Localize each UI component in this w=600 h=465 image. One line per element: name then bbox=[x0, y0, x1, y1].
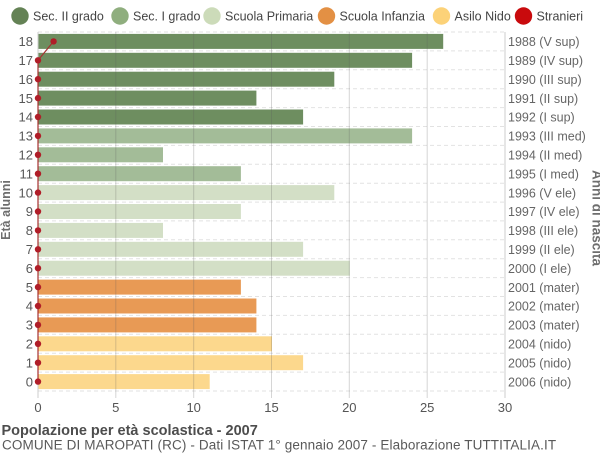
svg-text:4: 4 bbox=[26, 299, 33, 314]
svg-text:30: 30 bbox=[498, 400, 512, 415]
svg-text:1995 (I med): 1995 (I med) bbox=[508, 167, 579, 181]
svg-text:17: 17 bbox=[19, 53, 33, 68]
svg-text:8: 8 bbox=[26, 223, 33, 238]
svg-text:0: 0 bbox=[34, 400, 41, 415]
svg-text:2003 (mater): 2003 (mater) bbox=[508, 319, 580, 333]
svg-text:1994 (II med): 1994 (II med) bbox=[508, 149, 582, 163]
svg-text:25: 25 bbox=[420, 400, 434, 415]
svg-text:6: 6 bbox=[26, 261, 33, 276]
svg-text:Asilo Nido: Asilo Nido bbox=[455, 10, 511, 24]
svg-text:Sec. II grado: Sec. II grado bbox=[33, 10, 104, 24]
svg-text:10: 10 bbox=[19, 185, 33, 200]
svg-text:15: 15 bbox=[264, 400, 278, 415]
svg-text:2001 (mater): 2001 (mater) bbox=[508, 281, 580, 295]
svg-text:10: 10 bbox=[186, 400, 200, 415]
svg-text:2000 (I ele): 2000 (I ele) bbox=[508, 262, 571, 276]
svg-text:11: 11 bbox=[20, 166, 34, 181]
svg-text:Anni di nascita: Anni di nascita bbox=[590, 170, 600, 267]
svg-text:Scuola Infanzia: Scuola Infanzia bbox=[340, 10, 426, 24]
svg-text:13: 13 bbox=[19, 129, 33, 144]
svg-text:20: 20 bbox=[342, 400, 356, 415]
svg-text:9: 9 bbox=[26, 204, 33, 219]
svg-text:2006 (nido): 2006 (nido) bbox=[508, 375, 571, 389]
svg-text:Stranieri: Stranieri bbox=[537, 10, 584, 24]
svg-text:12: 12 bbox=[19, 148, 33, 163]
svg-text:3: 3 bbox=[26, 318, 33, 333]
svg-text:1989 (IV sup): 1989 (IV sup) bbox=[508, 54, 583, 68]
svg-text:15: 15 bbox=[19, 91, 33, 106]
svg-text:2002 (mater): 2002 (mater) bbox=[508, 300, 580, 314]
svg-text:1991 (II sup): 1991 (II sup) bbox=[508, 92, 578, 106]
svg-text:1: 1 bbox=[26, 355, 33, 370]
svg-text:Scuola Primaria: Scuola Primaria bbox=[225, 10, 313, 24]
svg-text:0: 0 bbox=[26, 374, 33, 389]
svg-text:1992 (I sup): 1992 (I sup) bbox=[508, 111, 575, 125]
svg-text:1996 (V ele): 1996 (V ele) bbox=[508, 186, 576, 200]
svg-text:1988 (V sup): 1988 (V sup) bbox=[508, 35, 580, 49]
svg-text:16: 16 bbox=[19, 72, 33, 87]
svg-text:Età alunni: Età alunni bbox=[0, 180, 13, 240]
svg-text:14: 14 bbox=[19, 110, 33, 125]
svg-text:COMUNE DI MAROPATI (RC) - Dati: COMUNE DI MAROPATI (RC) - Dati ISTAT 1° … bbox=[2, 438, 556, 453]
svg-text:5: 5 bbox=[112, 400, 119, 415]
svg-text:1990 (III sup): 1990 (III sup) bbox=[508, 73, 582, 87]
svg-text:2005 (nido): 2005 (nido) bbox=[508, 356, 571, 370]
svg-text:1993 (III med): 1993 (III med) bbox=[508, 130, 586, 144]
svg-text:Sec. I grado: Sec. I grado bbox=[133, 10, 200, 24]
svg-text:1997 (IV ele): 1997 (IV ele) bbox=[508, 205, 580, 219]
svg-text:5: 5 bbox=[26, 280, 33, 295]
svg-text:18: 18 bbox=[19, 34, 33, 49]
svg-text:1999 (II ele): 1999 (II ele) bbox=[508, 243, 575, 257]
svg-text:1998 (III ele): 1998 (III ele) bbox=[508, 224, 578, 238]
svg-text:2004 (nido): 2004 (nido) bbox=[508, 338, 571, 352]
svg-text:2: 2 bbox=[26, 337, 33, 352]
svg-text:7: 7 bbox=[26, 242, 33, 257]
